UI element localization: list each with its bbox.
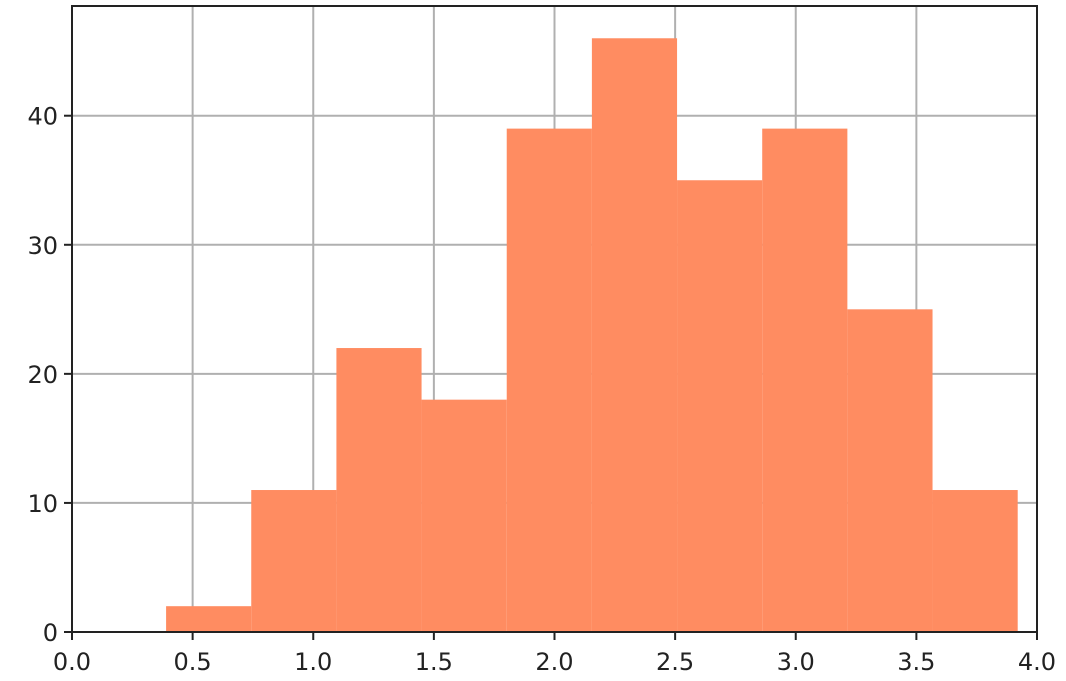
histogram-bar-4 xyxy=(506,128,592,632)
histogram-bar-8 xyxy=(847,309,933,632)
y-tick-label-1: 10 xyxy=(27,490,58,518)
y-tick-label-4: 40 xyxy=(27,103,58,131)
x-tick-label-8: 4.0 xyxy=(1018,648,1056,676)
x-tick-label-2: 1.0 xyxy=(294,648,332,676)
x-tick-label-0: 0.0 xyxy=(53,648,91,676)
y-tick-label-0: 0 xyxy=(43,619,58,647)
histogram-bar-5 xyxy=(591,38,678,632)
histogram-bar-0 xyxy=(166,606,252,632)
x-tick-label-7: 3.5 xyxy=(897,648,935,676)
y-tick-label-2: 20 xyxy=(27,361,58,389)
x-tick-label-3: 1.5 xyxy=(415,648,453,676)
y-tick-label-3: 30 xyxy=(27,232,58,260)
x-tick-label-4: 2.0 xyxy=(535,648,573,676)
histogram-bar-2 xyxy=(336,348,422,632)
x-tick-label-1: 0.5 xyxy=(174,648,212,676)
x-tick-label-6: 3.0 xyxy=(777,648,815,676)
x-tick-label-5: 2.5 xyxy=(656,648,694,676)
histogram-bar-3 xyxy=(421,399,507,632)
histogram-bars xyxy=(166,38,1018,632)
x-axis-ticks: 0.0 0.5 1.0 1.5 2.0 2.5 3.0 3.5 4.0 xyxy=(53,632,1056,676)
histogram-bar-6 xyxy=(677,180,763,632)
histogram-bar-7 xyxy=(762,128,848,632)
histogram-bar-9 xyxy=(932,490,1018,632)
y-axis-ticks: 0 10 20 30 40 xyxy=(27,103,72,647)
histogram-bar-1 xyxy=(251,490,337,632)
